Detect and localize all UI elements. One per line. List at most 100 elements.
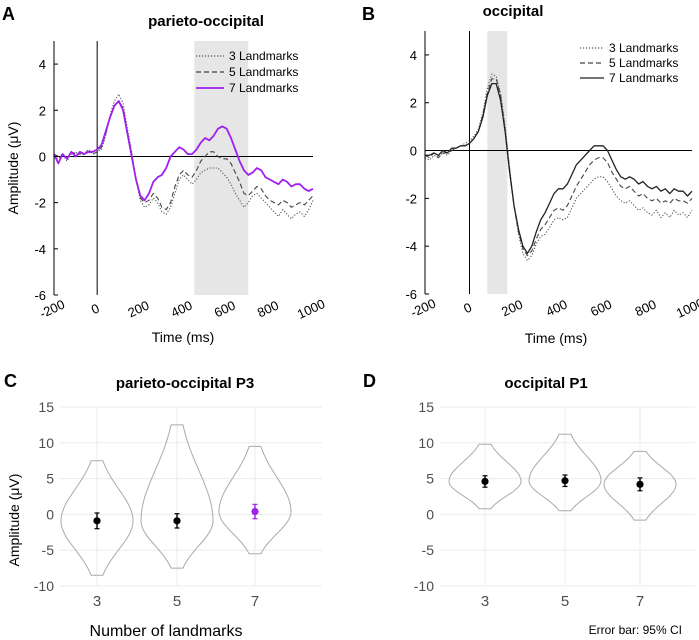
y-axis: -10 -5 0 5 10 15 xyxy=(34,399,54,594)
violin-shape xyxy=(218,445,292,555)
y-tick-label: 0 xyxy=(410,144,417,159)
y-tick-label: -5 xyxy=(422,542,435,558)
x-tick-label: 600 xyxy=(212,298,238,321)
chart-title: occipital P1 xyxy=(504,375,587,392)
panel-label: C xyxy=(4,371,17,391)
mean-point xyxy=(561,477,569,485)
y-tick-label: 15 xyxy=(38,399,54,415)
series-line xyxy=(53,93,314,220)
y-tick-label: 5 xyxy=(46,471,54,487)
shaded-window xyxy=(194,41,249,295)
mean-point xyxy=(481,477,489,486)
y-tick-label: 4 xyxy=(39,57,46,72)
x-tick-label: 400 xyxy=(544,297,570,320)
x-tick-label: 1000 xyxy=(295,296,328,322)
series-line xyxy=(53,100,314,211)
violin-shape xyxy=(140,424,214,569)
y-tick-label: 0 xyxy=(39,149,46,164)
x-tick-label: 7 xyxy=(636,593,644,610)
y-tick-label: 5 xyxy=(426,471,434,487)
mean-point xyxy=(636,480,644,488)
legend-label: 5 Landmarks xyxy=(609,56,678,70)
x-axis: -200 0 200 400 600 800 1000 xyxy=(37,296,327,322)
y-tick-label: 10 xyxy=(418,435,434,451)
mean-point xyxy=(251,507,259,516)
legend-label: 7 Landmarks xyxy=(229,81,298,95)
x-tick-label: 800 xyxy=(255,298,281,321)
y-axis: -6 -4 -2 0 2 4 xyxy=(405,31,429,302)
x-axis-label: Number of landmarks xyxy=(90,623,243,640)
y-tick-label: -6 xyxy=(405,287,417,302)
y-tick-label: 0 xyxy=(426,506,434,522)
x-tick-label: 1000 xyxy=(674,295,699,321)
y-tick-label: -4 xyxy=(34,242,46,257)
panel-label: B xyxy=(362,4,375,24)
footnote: Error bar: 95% CI xyxy=(589,623,682,637)
x-tick-label: 0 xyxy=(461,300,474,317)
y-tick-label: -2 xyxy=(34,196,46,211)
legend-label: 3 Landmarks xyxy=(609,41,678,55)
y-tick-label: 4 xyxy=(410,48,417,63)
y-axis: -10 -5 0 5 10 15 xyxy=(414,399,434,594)
x-tick-label: 200 xyxy=(125,298,151,321)
chart-title: parieto-occipital P3 xyxy=(116,375,254,392)
shaded-window xyxy=(487,31,508,294)
violin-shape xyxy=(60,460,134,576)
plot-area xyxy=(424,31,693,294)
x-tick-label: 5 xyxy=(173,593,181,610)
y-tick-label: -4 xyxy=(405,239,417,254)
y-tick-label: -10 xyxy=(414,578,434,594)
x-tick-label: 3 xyxy=(93,593,101,610)
mean-point xyxy=(93,517,101,525)
violin-shape xyxy=(448,443,522,510)
plot-area xyxy=(53,41,314,295)
x-tick-label: 400 xyxy=(169,298,195,321)
series-line xyxy=(425,82,693,255)
legend: 3 Landmarks 5 Landmarks 7 Landmarks xyxy=(196,49,298,95)
series-line xyxy=(424,73,693,262)
y-tick-label: 2 xyxy=(39,103,46,118)
grid xyxy=(440,406,695,587)
x-tick-label: 200 xyxy=(499,297,525,320)
series-line xyxy=(424,78,693,257)
x-tick-label: 800 xyxy=(633,297,659,320)
x-tick-label: 7 xyxy=(251,593,259,610)
series-line xyxy=(53,100,314,202)
x-axis: 3 5 7 xyxy=(481,593,644,610)
y-tick-label: 0 xyxy=(46,506,54,522)
panel-c: C parieto-occipital P3 -10 -5 0 5 10 15 3 5 7 A… xyxy=(4,371,322,640)
y-tick-label: 15 xyxy=(418,399,434,415)
x-tick-label: 3 xyxy=(481,593,489,610)
panel-label: A xyxy=(2,4,15,24)
y-axis-label: Amplitude (μV) xyxy=(6,474,22,567)
legend-label: 5 Landmarks xyxy=(229,65,298,79)
y-axis-label: Amplitude (μV) xyxy=(5,122,21,215)
panel-d: D occipital P1 -10 -5 0 5 10 15 3 5 7 Error bar… xyxy=(363,371,695,637)
x-axis: -200 0 200 400 600 800 1000 xyxy=(408,295,699,321)
panel-label: D xyxy=(363,371,376,391)
y-tick-label: 2 xyxy=(410,96,417,111)
y-tick-label: -5 xyxy=(42,542,55,558)
violin-shape xyxy=(528,433,602,512)
mean-point xyxy=(173,517,181,525)
x-tick-label: 600 xyxy=(588,297,614,320)
y-tick-label: -10 xyxy=(34,578,54,594)
legend-label: 3 Landmarks xyxy=(229,49,298,63)
legend-label: 7 Landmarks xyxy=(609,71,678,85)
x-axis-label: Time (ms) xyxy=(525,330,587,346)
grid xyxy=(60,406,322,587)
x-tick-label: 0 xyxy=(89,301,102,318)
x-axis: 3 5 7 xyxy=(93,593,259,610)
chart-title: parieto-occipital xyxy=(148,13,264,30)
x-tick-label: 5 xyxy=(561,593,569,610)
chart-title: occipital xyxy=(483,3,544,20)
violins xyxy=(448,433,677,521)
y-tick-label: -2 xyxy=(405,191,417,206)
y-tick-label: -6 xyxy=(34,288,46,303)
y-axis: -6 -4 -2 0 2 4 xyxy=(34,41,58,303)
y-tick-label: 10 xyxy=(38,435,54,451)
